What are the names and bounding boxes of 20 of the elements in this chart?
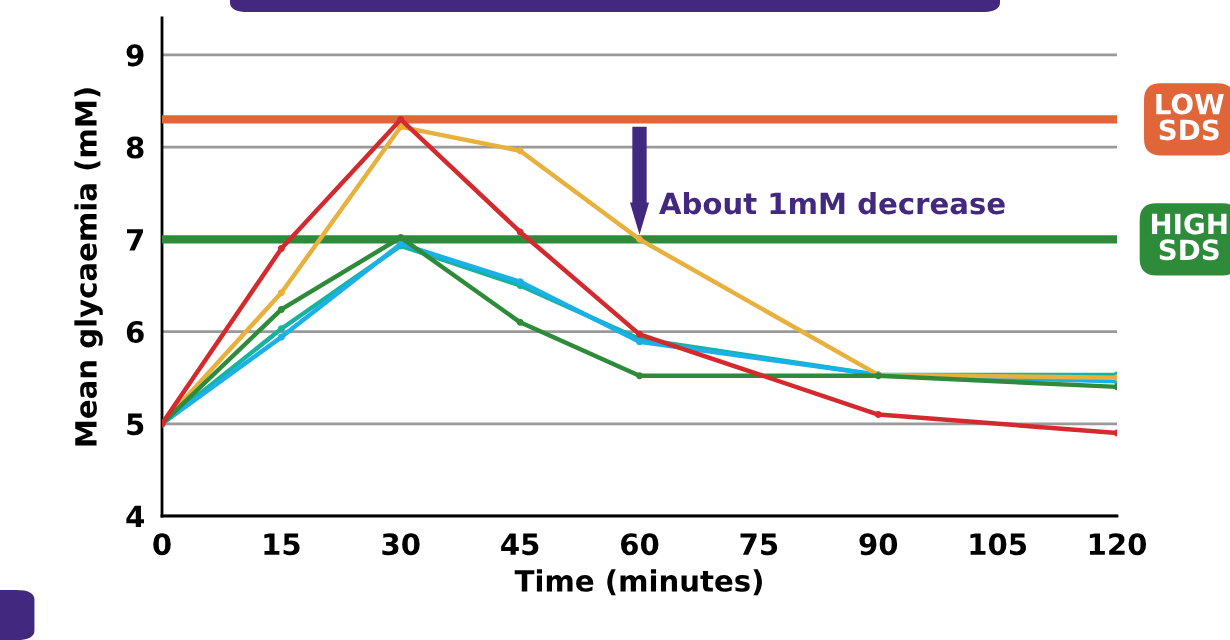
x-tick-label: 120 <box>1089 533 1147 556</box>
y-tick-label: 8 <box>126 136 144 159</box>
ref-line-label: HIGH SDS <box>1151 213 1227 261</box>
x-tick-label: 90 <box>859 533 898 556</box>
y-axis-title: Mean glycaemia (mM) <box>74 88 103 446</box>
y-tick-label: 6 <box>126 321 144 344</box>
x-tick-label: 60 <box>621 533 659 556</box>
y-tick-label: 4 <box>126 505 144 528</box>
x-tick-label: 105 <box>970 533 1027 556</box>
ref-line-label: LOW SDS <box>1156 93 1224 141</box>
y-tick-label: 9 <box>126 44 144 67</box>
x-tick-label: 15 <box>264 533 300 556</box>
x-tick-label: 75 <box>740 533 778 556</box>
y-tick-label: 5 <box>127 413 144 436</box>
x-tick-label: 0 <box>153 533 171 556</box>
x-axis-title: Time (minutes) <box>514 569 762 596</box>
annotation: About 1mM decrease <box>659 191 1005 215</box>
y-tick-label: 7 <box>126 229 144 251</box>
x-tick-label: 30 <box>382 533 420 556</box>
x-tick-label: 45 <box>501 533 539 556</box>
